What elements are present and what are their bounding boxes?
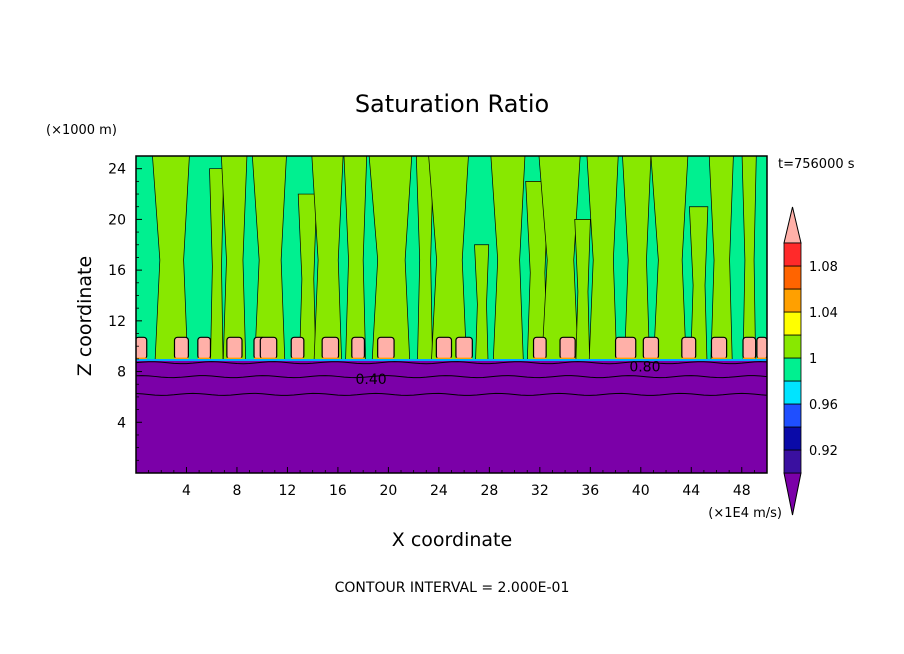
cell-base-band	[681, 357, 696, 360]
contour-lines	[136, 361, 767, 396]
contour-line	[136, 375, 767, 379]
cell-base-band	[260, 357, 277, 360]
supersaturated-cell	[681, 336, 697, 360]
time-label: t=756000 s	[778, 157, 855, 172]
streaks-layer	[152, 156, 757, 365]
contour-line	[136, 361, 767, 365]
y-tick-label: 4	[117, 415, 126, 431]
cell-base-band	[615, 357, 636, 360]
x-tick-label: 24	[430, 483, 448, 499]
cell-base-band	[560, 357, 576, 360]
cell-base-band	[743, 357, 756, 360]
transition-line	[136, 359, 767, 362]
contour-line	[136, 392, 767, 396]
colorbar-band	[783, 334, 802, 359]
x-tick-label: 16	[329, 483, 347, 499]
x-axis-label: X coordinate	[392, 529, 512, 551]
cell-base-band	[226, 357, 243, 360]
colorbar-band	[783, 242, 802, 267]
dry-layer	[136, 361, 767, 473]
cell-base-band	[436, 357, 452, 360]
x-tick-label: 44	[682, 483, 700, 499]
cell-base-band	[322, 357, 339, 360]
chart-title: Saturation Ratio	[355, 90, 549, 118]
x-tick-label: 40	[632, 483, 650, 499]
x-tick-label: 20	[379, 483, 397, 499]
supersaturated-cell	[226, 336, 243, 360]
y-unit-label: (×1000 m)	[46, 123, 117, 138]
x-tick-label: 28	[480, 483, 498, 499]
cell-base-band	[351, 357, 365, 360]
colorbar-lower-arrow	[783, 472, 802, 516]
colorbar-label: 0.92	[809, 444, 838, 459]
supersaturated-cell	[321, 336, 340, 360]
supersaturated-cell	[559, 336, 576, 360]
cell-base-band	[291, 357, 304, 360]
colorbar-band	[783, 449, 802, 474]
colorbar-band	[783, 403, 802, 428]
cell-base-band	[377, 357, 395, 360]
contour-interval-footer: CONTOUR INTERVAL = 2.000E-01	[335, 580, 570, 596]
y-tick-label: 12	[108, 314, 126, 330]
x-tick-label: 48	[733, 483, 751, 499]
colorbar-band	[783, 288, 802, 313]
supersaturated-cell	[532, 336, 547, 360]
colorbar-band	[783, 357, 802, 382]
supersaturated-cell	[136, 336, 148, 360]
cell-base-band	[253, 357, 266, 360]
x-tick-label: 12	[279, 483, 297, 499]
y-tick-label: 20	[108, 212, 126, 228]
supersaturated-cell	[614, 336, 637, 360]
colorbar-label: 0.96	[809, 398, 838, 413]
supersaturated-cell	[173, 336, 189, 360]
x-tick-label: 4	[182, 483, 191, 499]
y-axis-label: Z coordinate	[74, 256, 96, 376]
cell-base-band	[455, 357, 473, 360]
cell-base-band	[174, 357, 189, 360]
colorbar-band	[783, 311, 802, 336]
contour-label-080: 0.80	[629, 359, 660, 375]
x-tick-label: 36	[581, 483, 599, 499]
y-axis-ticks: 4 8 12 16 20 24	[108, 162, 142, 461]
supersaturated-cell	[435, 336, 453, 360]
supersaturated-cell	[290, 336, 305, 360]
supersaturated-cell	[259, 336, 278, 360]
cell-base-band	[136, 357, 147, 360]
supersaturated-cell	[742, 336, 757, 360]
supersaturated-cell	[377, 336, 395, 360]
supersaturated-cell	[351, 336, 366, 360]
cell-base-band	[711, 357, 727, 360]
supersaturated-cell	[642, 336, 660, 360]
supersaturated-cell	[710, 336, 728, 360]
y-tick-label: 16	[108, 263, 126, 279]
y-tick-label: 8	[117, 365, 126, 381]
x-tick-label: 32	[531, 483, 549, 499]
cell-base-band	[643, 357, 659, 360]
colorbar-label: 1	[809, 352, 817, 367]
colorbar-band	[783, 380, 802, 405]
colorbar-band	[783, 265, 802, 290]
colorbar-upper-arrow	[783, 206, 802, 244]
cell-base-band	[756, 357, 767, 360]
supersaturated-cell	[455, 336, 473, 360]
colorbar-label: 1.08	[809, 260, 838, 275]
x-unit-label: (×1E4 m/s)	[708, 506, 782, 521]
supersaturated-cell	[197, 336, 212, 360]
cell-base-band	[533, 357, 547, 360]
plot-area	[136, 156, 767, 473]
cell-base-band	[197, 357, 211, 360]
supersaturated-cell	[756, 336, 767, 360]
contour-label-040: 0.40	[355, 372, 386, 388]
x-tick-label: 8	[232, 483, 241, 499]
x-axis-ticks: 4 8 12 16 20 24 28 32 36 40 44 48	[148, 467, 755, 499]
y-tick-label: 24	[108, 162, 126, 178]
colorbar: 0.92 0.96 1 1.04 1.08	[783, 206, 838, 516]
colorbar-label: 1.04	[809, 306, 838, 321]
colorbar-band	[783, 426, 802, 451]
